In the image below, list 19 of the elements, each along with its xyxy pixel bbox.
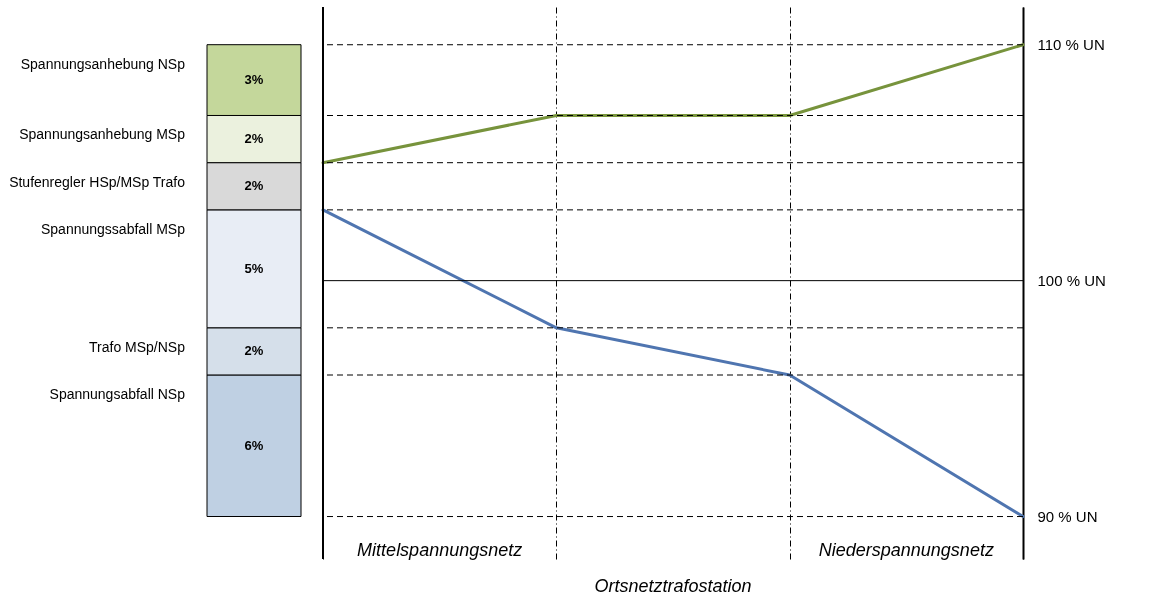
series-label: Stufenregler HSp/MSp Trafo (9, 173, 186, 190)
y-tick-label: 90 % UN (1037, 508, 1098, 526)
data-label: 2% (244, 131, 264, 147)
line-series (321, 208, 1025, 519)
series-label: Spannungsanhebung MSp (19, 126, 186, 143)
annotation: Niederspannungsnetz (818, 540, 994, 560)
series-label: Spannungsanhebung NSp (20, 55, 186, 72)
data-label: 3% (244, 72, 264, 88)
series-label: Spannungsabfall NSp (49, 385, 186, 402)
data-label: 6% (244, 437, 264, 453)
y-tick-label: 100 % UN (1037, 272, 1106, 290)
annotation: Mittelspannungsnetz (357, 540, 523, 560)
series-label: Trafo MSp/NSp (89, 338, 186, 355)
y-tick-label: 110 % UN (1037, 36, 1105, 54)
series-label: Spannungssabfall MSp (41, 220, 186, 237)
data-label: 2% (244, 343, 264, 359)
data-label: 2% (244, 178, 264, 194)
text: Ortsnetztrafostation (594, 576, 752, 596)
data-label: 5% (244, 260, 264, 276)
